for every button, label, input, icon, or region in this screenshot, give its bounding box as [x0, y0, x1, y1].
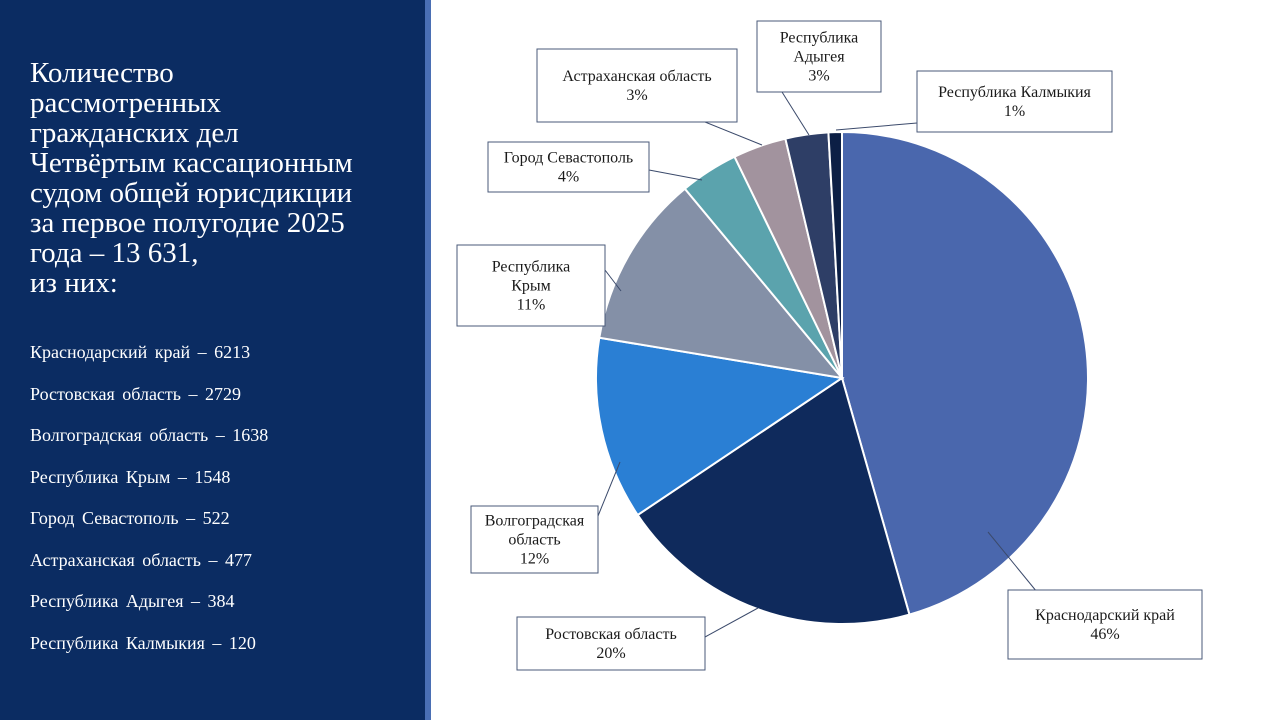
slice-percent-label: 12%	[520, 551, 549, 568]
slice-percent-label: 4%	[558, 169, 579, 186]
leader-line	[704, 121, 763, 146]
label-box	[516, 616, 706, 671]
leader-line	[704, 607, 759, 638]
leader-line	[648, 169, 703, 181]
slice-percent-label: 46%	[1090, 626, 1119, 643]
label-box	[1007, 589, 1203, 660]
list-item: Краснодарский край – 6213	[30, 342, 251, 362]
list-item: Астраханская область – 477	[30, 549, 252, 570]
leader-line	[597, 461, 621, 517]
slice-name-label: Республика	[780, 30, 859, 47]
slice-name-label: Волгоградская	[485, 513, 585, 530]
list-item: Республика Адыгея – 384	[30, 591, 235, 611]
slice-percent-label: 3%	[808, 68, 829, 85]
slide-title: Количество рассмотренных гражданских дел…	[30, 57, 353, 299]
data-label: Волгоградская область 12%	[470, 461, 621, 574]
slice-name-label: Ростовская область	[545, 626, 677, 643]
data-label: Республика Крым 11%	[456, 244, 622, 327]
data-label: Республика Адыгея 3%	[756, 20, 882, 136]
slice-percent-label: 3%	[626, 87, 647, 104]
slice-percent-label: 1%	[1004, 103, 1025, 120]
pie-slices	[595, 130, 1089, 625]
leader-line	[604, 269, 622, 292]
list-item: Волгоградская область – 1638	[30, 425, 269, 445]
sidebar-edge-stripe	[425, 0, 431, 720]
slice-name-label: Крым	[511, 278, 551, 295]
slice-name-label: Республика	[492, 259, 571, 276]
label-box	[916, 70, 1113, 133]
pie-slice	[636, 376, 911, 625]
sidebar-panel	[0, 0, 425, 720]
label-box	[456, 244, 606, 327]
list-item: Республика Крым – 1548	[30, 466, 231, 487]
label-box	[470, 505, 599, 574]
label-box	[487, 141, 650, 193]
slice-name-label: область	[508, 532, 560, 549]
pie-chart: Краснодарский край 46% Ростовская область 2…	[456, 20, 1203, 671]
pie-slice	[841, 130, 1089, 616]
list-item: Ростовская область – 2729	[30, 383, 241, 404]
region-list: Краснодарский край – 6213 Ростовская обл…	[30, 340, 268, 672]
slice-percent-label: 11%	[517, 297, 546, 314]
slice-name-label: Город Севастополь	[504, 150, 633, 167]
slice-name-label: Республика Калмыкия	[938, 84, 1091, 101]
data-label: Республика Калмыкия 1%	[835, 70, 1113, 133]
slice-percent-label: 20%	[596, 645, 625, 662]
pie-labels: Краснодарский край 46% Ростовская область 2…	[456, 20, 1203, 671]
data-label: Ростовская область 20%	[516, 607, 759, 671]
pie-slice	[595, 336, 845, 517]
leader-line	[781, 91, 810, 136]
label-box	[536, 48, 738, 123]
list-item: Город Севастополь – 522	[30, 508, 230, 528]
slice-name-label: Краснодарский край	[1035, 607, 1175, 624]
leader-line	[835, 122, 918, 131]
data-label: Астраханская область 3%	[536, 48, 763, 146]
leader-line	[987, 531, 1038, 593]
slice-name-label: Адыгея	[793, 49, 845, 66]
slice-name-label: Астраханская область	[562, 68, 711, 85]
pie-slice	[827, 130, 843, 379]
list-item: Республика Калмыкия – 120	[30, 632, 256, 653]
label-box	[756, 20, 882, 93]
data-label: Город Севастополь 4%	[487, 141, 703, 193]
data-label: Краснодарский край 46%	[987, 531, 1203, 660]
